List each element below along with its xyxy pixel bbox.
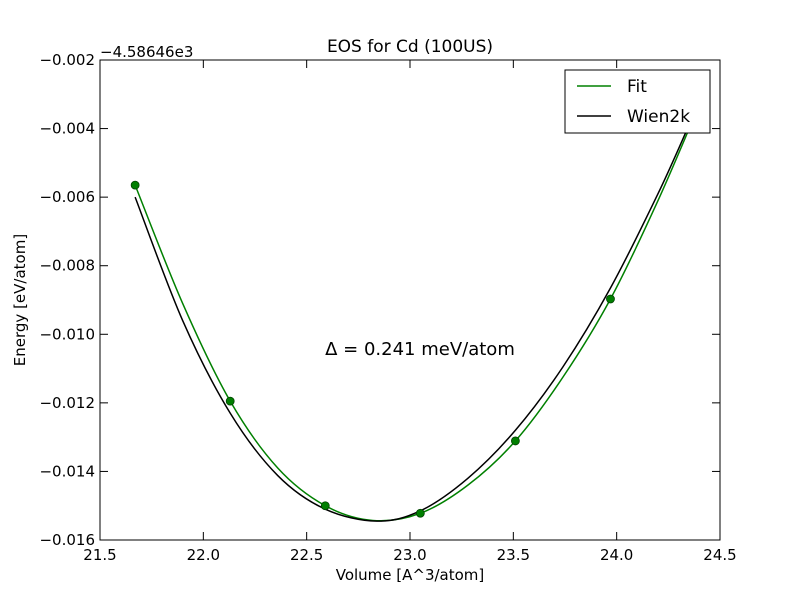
data-point: [130, 180, 140, 190]
delta-annotation: Δ = 0.241 meV/atom: [325, 339, 515, 360]
y-tick-label: −0.006: [39, 188, 95, 206]
x-tick-label: 22.5: [290, 546, 323, 564]
x-tick-label: 24.5: [703, 546, 736, 564]
x-tick-label: 23.5: [497, 546, 530, 564]
y-tick-label: −0.012: [39, 394, 95, 412]
y-offset-label: −4.58646e3: [100, 43, 193, 61]
data-point: [511, 436, 520, 446]
points-layer: [130, 180, 615, 518]
data-point: [320, 501, 330, 511]
legend-box: [564, 69, 711, 134]
y-tick-label: −0.008: [39, 257, 95, 275]
series-line-wien2k: [134, 124, 690, 522]
y-tick-label: −0.004: [39, 120, 95, 138]
x-tick-label: 23.0: [393, 546, 426, 564]
y-tick-label: −0.002: [39, 51, 95, 69]
chart-title: EOS for Cd (100US): [327, 37, 493, 57]
y-tick-label: −0.016: [39, 531, 95, 549]
legend-label-wien2k: Wien2k: [627, 107, 690, 127]
ticks-layer: 21.5 22.0 22.5 23.0 23.5 24.0 24.5 −0.002 −0.004…: [39, 51, 736, 564]
legend: Fit Wien2k: [564, 69, 711, 134]
y-tick-label: −0.010: [39, 325, 95, 343]
x-tick-label: 22.0: [187, 546, 220, 564]
y-tick-label: −0.014: [39, 462, 95, 480]
x-axis-label: Volume [A^3/atom]: [336, 566, 485, 584]
plot-frame: [99, 59, 721, 541]
x-tick-label: 21.5: [83, 546, 116, 564]
y-axis-label: Energy [eV/atom]: [11, 234, 29, 366]
x-tick-label: 24.0: [600, 546, 633, 564]
data-point: [606, 294, 615, 304]
data-point: [225, 396, 235, 406]
series-line-fit: [134, 104, 701, 522]
data-point: [415, 508, 425, 518]
legend-label-fit: Fit: [627, 77, 647, 97]
series-layer: [134, 104, 701, 522]
